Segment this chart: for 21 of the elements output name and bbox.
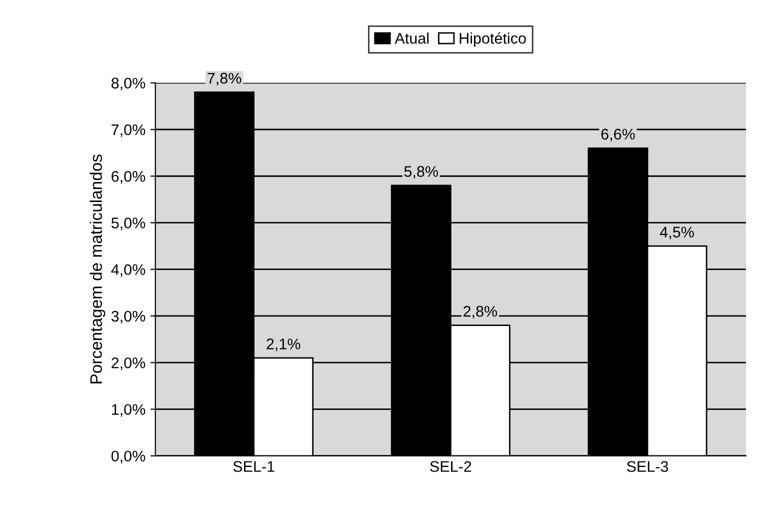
y-tick-label: 4,0% <box>111 264 146 277</box>
legend-label: Atual <box>394 32 428 44</box>
data-label: 4,5% <box>660 226 694 240</box>
data-label: 2,8% <box>464 306 498 319</box>
y-axis-title: Porcentagem de matriculandos <box>90 154 106 384</box>
y-tick-label: 3,0% <box>111 310 146 324</box>
data-label: 5,8% <box>404 166 438 179</box>
y-tick-label: 6,0% <box>112 170 146 184</box>
data-label: 7,8% <box>208 72 242 86</box>
data-label: 2,1% <box>266 338 300 352</box>
x-tick-label: SEL-2 <box>430 461 472 472</box>
x-tick-label: SEL-1 <box>233 461 274 472</box>
x-tick-label: SEL-3 <box>626 461 668 472</box>
data-label: 6,6% <box>601 128 635 142</box>
y-tick-label: 1,0% <box>112 404 146 417</box>
y-tick-label: 5,0% <box>111 218 146 230</box>
y-tick-label: 0,0% <box>111 450 146 464</box>
y-tick-label: 7,0% <box>112 124 146 137</box>
y-tick-label: 2,0% <box>112 357 146 370</box>
y-tick-label: 8,0% <box>112 78 146 90</box>
legend-label: Hipotético <box>460 32 526 47</box>
